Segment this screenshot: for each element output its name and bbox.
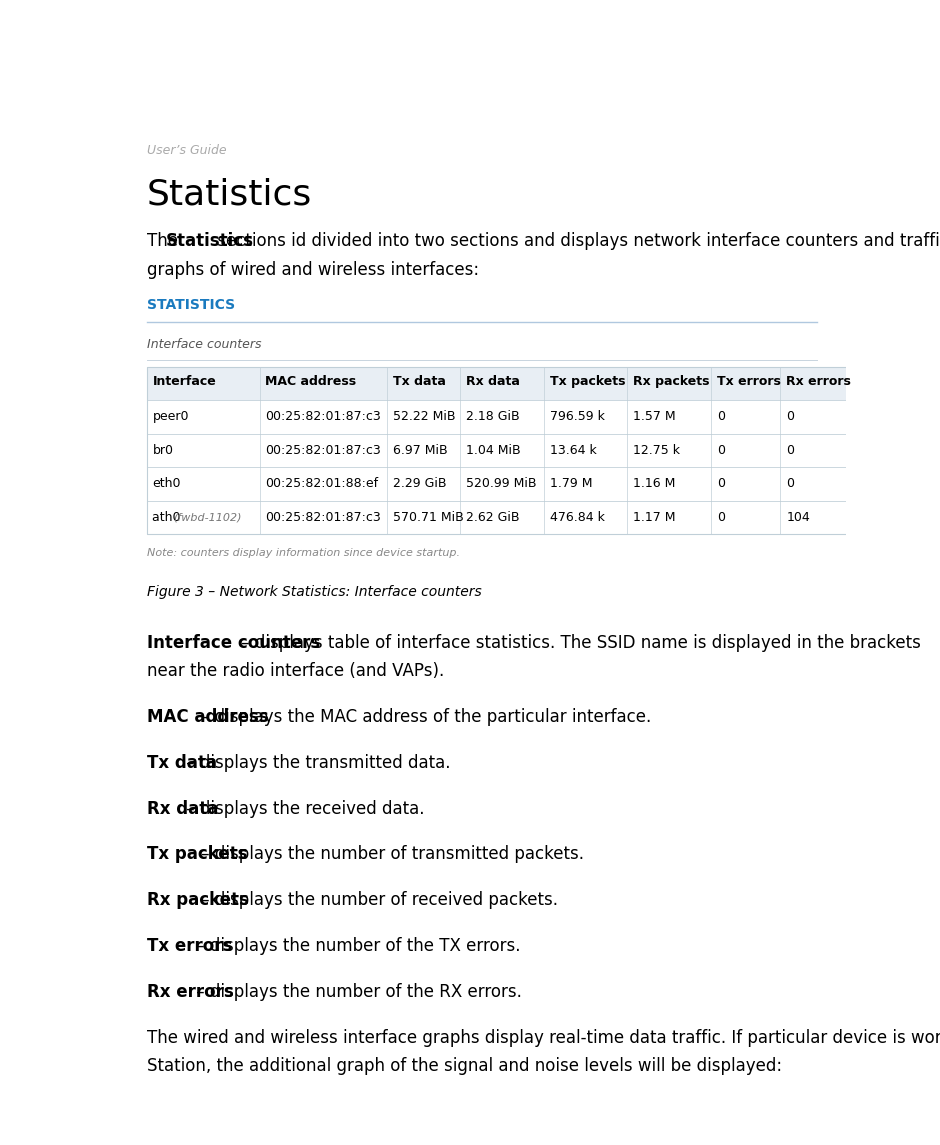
Text: peer0: peer0 <box>152 410 189 424</box>
Text: Figure 3 – Network Statistics: Interface counters: Figure 3 – Network Statistics: Interface… <box>147 585 481 599</box>
FancyBboxPatch shape <box>147 500 850 535</box>
Text: MAC address: MAC address <box>147 708 268 726</box>
Text: – displays the received data.: – displays the received data. <box>181 799 425 818</box>
Text: 52.22 MiB: 52.22 MiB <box>393 410 455 424</box>
Text: 570.71 MiB: 570.71 MiB <box>393 511 463 524</box>
Text: 2.29 GiB: 2.29 GiB <box>393 477 446 490</box>
Text: near the radio interface (and VAPs).: near the radio interface (and VAPs). <box>147 662 444 680</box>
Text: Rx packets: Rx packets <box>147 891 248 909</box>
Text: 6.97 MiB: 6.97 MiB <box>393 444 447 457</box>
Text: 2.62 GiB: 2.62 GiB <box>465 511 519 524</box>
Text: 1.16 M: 1.16 M <box>634 477 676 490</box>
Text: 1.17 M: 1.17 M <box>634 511 676 524</box>
Text: 0: 0 <box>786 477 794 490</box>
Text: – displays the number of received packets.: – displays the number of received packet… <box>196 891 558 909</box>
Text: Tx packets: Tx packets <box>147 845 247 863</box>
Text: Interface counters: Interface counters <box>147 338 261 350</box>
Text: Note: counters display information since device startup.: Note: counters display information since… <box>147 548 460 559</box>
Text: User’s Guide: User’s Guide <box>147 144 227 158</box>
Text: Tx data: Tx data <box>393 376 446 388</box>
FancyBboxPatch shape <box>147 434 850 467</box>
Text: Tx errors: Tx errors <box>147 937 232 955</box>
Text: – displays the number of the RX errors.: – displays the number of the RX errors. <box>191 982 522 1001</box>
Text: 13.64 k: 13.64 k <box>550 444 596 457</box>
Text: Rx data: Rx data <box>465 376 520 388</box>
FancyBboxPatch shape <box>147 467 850 500</box>
Text: 1.57 M: 1.57 M <box>634 410 676 424</box>
Text: br0: br0 <box>152 444 174 457</box>
Text: The: The <box>147 231 183 250</box>
Text: Rx errors: Rx errors <box>147 982 233 1001</box>
Text: 1.79 M: 1.79 M <box>550 477 592 490</box>
Text: 1.04 MiB: 1.04 MiB <box>465 444 521 457</box>
Text: 796.59 k: 796.59 k <box>550 410 604 424</box>
Text: graphs of wired and wireless interfaces:: graphs of wired and wireless interfaces: <box>147 261 478 279</box>
Text: 00:25:82:01:88:ef: 00:25:82:01:88:ef <box>265 477 379 490</box>
Text: Rx errors: Rx errors <box>786 376 851 388</box>
Text: Interface counters: Interface counters <box>147 634 320 652</box>
Text: – displays the number of transmitted packets.: – displays the number of transmitted pac… <box>196 845 584 863</box>
Text: – displays the MAC address of the particular interface.: – displays the MAC address of the partic… <box>201 708 651 726</box>
Text: 476.84 k: 476.84 k <box>550 511 604 524</box>
Text: 0: 0 <box>717 477 725 490</box>
Text: 00:25:82:01:87:c3: 00:25:82:01:87:c3 <box>265 444 381 457</box>
Text: 520.99 MiB: 520.99 MiB <box>465 477 536 490</box>
Text: Station, the additional graph of the signal and noise levels will be displayed:: Station, the additional graph of the sig… <box>147 1057 782 1075</box>
Text: 00:25:82:01:87:c3: 00:25:82:01:87:c3 <box>265 511 381 524</box>
Text: 00:25:82:01:87:c3: 00:25:82:01:87:c3 <box>265 410 381 424</box>
Text: 0: 0 <box>786 444 794 457</box>
Text: STATISTICS: STATISTICS <box>147 298 235 311</box>
Text: ath0: ath0 <box>152 511 185 524</box>
Text: sections id divided into two sections and displays network interface counters an: sections id divided into two sections an… <box>212 231 940 250</box>
Text: 12.75 k: 12.75 k <box>634 444 681 457</box>
Text: Tx packets: Tx packets <box>550 376 625 388</box>
Text: Statistics: Statistics <box>147 177 312 211</box>
Text: 0: 0 <box>717 444 725 457</box>
Text: (fwbd-1102): (fwbd-1102) <box>173 513 242 522</box>
Text: 2.18 GiB: 2.18 GiB <box>465 410 519 424</box>
Text: – displays the number of the TX errors.: – displays the number of the TX errors. <box>191 937 521 955</box>
Text: Rx packets: Rx packets <box>634 376 710 388</box>
Text: Interface: Interface <box>152 376 216 388</box>
Text: 104: 104 <box>786 511 810 524</box>
FancyBboxPatch shape <box>147 366 850 400</box>
Text: – displays table of interface statistics. The SSID name is displayed in the brac: – displays table of interface statistics… <box>236 634 920 652</box>
Text: Tx errors: Tx errors <box>717 376 781 388</box>
Text: Rx data: Rx data <box>147 799 218 818</box>
Text: MAC address: MAC address <box>265 376 356 388</box>
Text: eth0: eth0 <box>152 477 181 490</box>
Text: 0: 0 <box>786 410 794 424</box>
Text: 0: 0 <box>717 511 725 524</box>
Text: Tx data: Tx data <box>147 753 216 772</box>
Text: – displays the transmitted data.: – displays the transmitted data. <box>181 753 451 772</box>
FancyBboxPatch shape <box>147 400 850 434</box>
Text: The wired and wireless interface graphs display real-time data traffic. If parti: The wired and wireless interface graphs … <box>147 1028 940 1047</box>
Text: 0: 0 <box>717 410 725 424</box>
Text: Statistics: Statistics <box>165 231 254 250</box>
